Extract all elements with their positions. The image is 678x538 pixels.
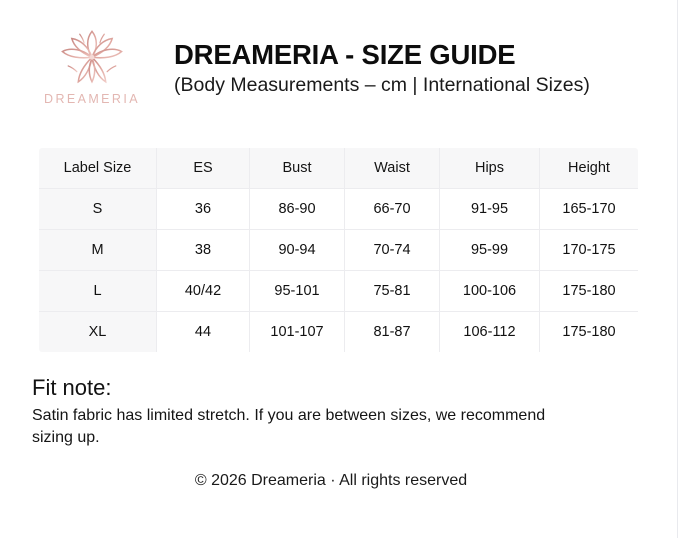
cell-es: 36 [156, 188, 250, 230]
cell-bust: 95-101 [249, 270, 345, 312]
brand-wordmark: DREAMERIA [44, 91, 140, 106]
column-header-hips: Hips [439, 148, 540, 189]
cell-es: 38 [156, 229, 250, 271]
cell-height: 175-180 [539, 270, 638, 312]
cell-hips: 91-95 [439, 188, 540, 230]
cell-waist: 70-74 [344, 229, 440, 271]
column-header-waist: Waist [344, 148, 440, 189]
cell-waist: 75-81 [344, 270, 440, 312]
fit-note-body: Satin fabric has limited stretch. If you… [32, 406, 546, 447]
footer-copyright: © 2026 Dreameria · All rights reserved [194, 471, 468, 489]
table-row: S 36 86-90 66-70 91-95 165-170 [39, 188, 638, 230]
cell-bust: 86-90 [249, 188, 345, 230]
cell-label-size: M [39, 229, 157, 271]
cell-label-size: S [39, 188, 157, 230]
lotus-flower-icon [61, 29, 123, 83]
brand-logo: DREAMERIA [38, 27, 146, 106]
table-row: M 38 90-94 70-74 95-99 170-175 [39, 229, 638, 271]
cell-es: 44 [156, 311, 250, 352]
column-header-label-size: Label Size [39, 148, 157, 189]
cell-label-size: XL [39, 311, 157, 352]
cell-label-size: L [39, 270, 157, 312]
cell-bust: 90-94 [249, 229, 345, 271]
fit-note-title: Fit note: [32, 375, 112, 400]
cell-hips: 95-99 [439, 229, 540, 271]
table-header-row: Label Size ES Bust Waist Hips Height [39, 148, 638, 189]
table-row: XL 44 101-107 81-87 106-112 175-180 [39, 311, 638, 352]
column-header-height: Height [539, 148, 638, 189]
title-block: DREAMERIA - SIZE GUIDE (Body Measurement… [174, 39, 590, 97]
cell-waist: 66-70 [344, 188, 440, 230]
size-table-container: Label Size ES Bust Waist Hips Height S 3… [38, 147, 639, 353]
cell-height: 175-180 [539, 311, 638, 352]
cell-hips: 106-112 [439, 311, 540, 352]
cell-height: 170-175 [539, 229, 638, 271]
page-title: DREAMERIA - SIZE GUIDE [174, 38, 516, 70]
cell-bust: 101-107 [249, 311, 345, 352]
cell-hips: 100-106 [439, 270, 540, 312]
cell-waist: 81-87 [344, 311, 440, 352]
page-subtitle: (Body Measurements – cm | International … [174, 73, 590, 96]
page-header: DREAMERIA DREAMERIA - SIZE GUIDE (Body M… [0, 0, 677, 108]
table-header: Label Size ES Bust Waist Hips Height [39, 148, 638, 189]
cell-es: 40/42 [156, 270, 250, 312]
table-row: L 40/42 95-101 75-81 100-106 175-180 [39, 270, 638, 312]
column-header-es: ES [156, 148, 250, 189]
fit-note-section: Fit note: Satin fabric has limited stret… [32, 374, 602, 450]
column-header-bust: Bust [249, 148, 345, 189]
cell-height: 165-170 [539, 188, 638, 230]
table-body: S 36 86-90 66-70 91-95 165-170 M 38 90-9… [39, 188, 638, 352]
size-table: Label Size ES Bust Waist Hips Height S 3… [38, 147, 639, 353]
